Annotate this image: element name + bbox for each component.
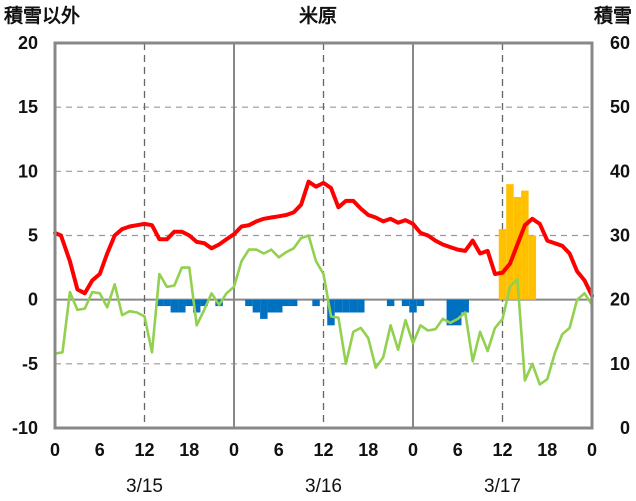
x-tick-label: 12 — [492, 440, 512, 460]
y-right-tick-label: 50 — [610, 97, 630, 117]
blue-bar — [357, 299, 365, 313]
blue-bar — [289, 299, 298, 307]
x-tick-label: 6 — [274, 440, 284, 460]
y-left-tick-label: 0 — [28, 290, 38, 310]
snow-depth-bar — [528, 235, 537, 300]
blue-bar — [245, 299, 253, 307]
blue-bar — [461, 299, 469, 313]
y-left-tick-label: 10 — [18, 161, 38, 181]
y-left-tick-label: 5 — [28, 226, 38, 246]
blue-bar — [185, 299, 193, 307]
y-right-tick-label: 20 — [610, 290, 630, 310]
green-series-line — [53, 234, 594, 386]
blue-bar — [334, 299, 343, 313]
blue-bar — [200, 299, 208, 307]
y-right-tick-label: 60 — [610, 33, 630, 53]
blue-bar — [446, 299, 455, 326]
y-left-tick-label: -10 — [12, 418, 38, 438]
x-tick-label: 18 — [537, 440, 557, 460]
x-tick-label: 6 — [95, 440, 105, 460]
y-right-tick-label: 40 — [610, 161, 630, 181]
blue-bar — [282, 299, 290, 307]
blue-bar — [163, 299, 171, 307]
blue-bar — [192, 299, 201, 313]
blue-bar — [155, 299, 164, 307]
snow-depth-bar — [498, 229, 507, 300]
y-right-tick-label: 0 — [620, 418, 630, 438]
right-axis-title: 積雪 — [594, 4, 632, 27]
date-label: 3/16 — [305, 476, 342, 497]
x-tick-label: 0 — [229, 440, 239, 460]
x-tick-label: 18 — [358, 440, 378, 460]
y-left-tick-label: 15 — [18, 97, 38, 117]
x-tick-label: 0 — [587, 440, 597, 460]
plot-frame — [53, 41, 594, 430]
red-series-line — [53, 179, 594, 298]
x-tick-label: 0 — [50, 440, 60, 460]
x-tick-label: 18 — [179, 440, 199, 460]
blue-bar — [178, 299, 186, 313]
blue-bar — [252, 299, 261, 313]
blue-bar — [312, 299, 320, 307]
blue-bar — [454, 299, 462, 326]
date-label: 3/17 — [484, 476, 521, 497]
x-tick-label: 12 — [134, 440, 154, 460]
blue-bar — [260, 299, 268, 319]
blue-bar — [409, 299, 417, 313]
x-tick-label: 6 — [453, 440, 463, 460]
blue-bar — [170, 299, 179, 313]
left-axis-title: 積雪以外 — [4, 4, 80, 27]
y-right-tick-label: 30 — [610, 226, 630, 246]
y-left-tick-label: 20 — [18, 33, 38, 53]
x-tick-label: 12 — [313, 440, 333, 460]
date-label: 3/15 — [126, 476, 163, 497]
blue-bar — [416, 299, 425, 307]
x-tick-label: 0 — [408, 440, 418, 460]
y-left-tick-label: -5 — [22, 354, 38, 374]
blue-bar — [386, 299, 395, 307]
blue-bar — [267, 299, 276, 313]
blue-bar — [349, 299, 358, 313]
blue-bar — [342, 299, 350, 313]
chart-title: 米原 — [299, 4, 337, 27]
snow-depth-bar — [521, 190, 529, 300]
y-right-tick-label: 10 — [610, 354, 630, 374]
blue-bar — [401, 299, 410, 307]
snow-depth-bar — [506, 184, 514, 300]
blue-bar — [275, 299, 283, 313]
